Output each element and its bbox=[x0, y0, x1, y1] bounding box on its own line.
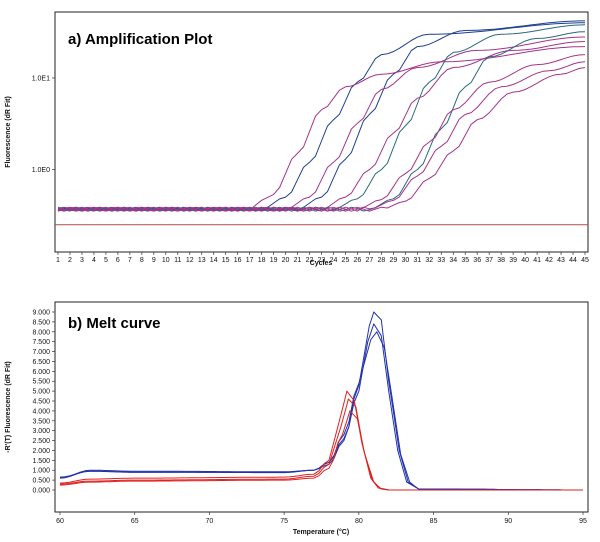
x-tick-label: 31 bbox=[413, 257, 421, 264]
x-tick-label: 32 bbox=[425, 257, 433, 264]
x-tick-label: 38 bbox=[497, 257, 505, 264]
melt-curve-frame bbox=[54, 301, 589, 513]
x-tick-label: 10 bbox=[162, 257, 170, 264]
x-tick-label: 6 bbox=[116, 257, 120, 264]
x-tick-label: 16 bbox=[234, 257, 242, 264]
x-tick-label: 60 bbox=[56, 518, 64, 525]
amplification-curve bbox=[57, 61, 586, 212]
melt-curve-panel: b) Melt curve Temperature (°C) -R'(T) Fl… bbox=[0, 290, 600, 542]
y-tick-label: 1.000 bbox=[32, 468, 50, 475]
y-tick-label: 0.000 bbox=[32, 488, 50, 495]
melt-curve-line bbox=[59, 331, 583, 491]
y-tick-label: 7.500 bbox=[32, 339, 50, 346]
x-tick-label: 30 bbox=[401, 257, 409, 264]
y-tick-label: 6.000 bbox=[32, 369, 50, 376]
x-tick-label: 23 bbox=[318, 257, 326, 264]
y-tick-label: 4.500 bbox=[32, 399, 50, 406]
x-tick-label: 22 bbox=[306, 257, 314, 264]
amplification-plot-panel: a) Amplification Plot Cycles Fluorescenc… bbox=[0, 0, 600, 270]
x-tick-label: 40 bbox=[521, 257, 529, 264]
y-tick-label: 4.000 bbox=[32, 408, 50, 415]
x-tick-label: 28 bbox=[377, 257, 385, 264]
x-tick-label: 14 bbox=[210, 257, 218, 264]
x-tick-label: 34 bbox=[449, 257, 457, 264]
x-tick-label: 95 bbox=[579, 518, 587, 525]
y-tick-label: 3.500 bbox=[32, 418, 50, 425]
y-tick-label: 9.000 bbox=[32, 310, 50, 317]
x-tick-label: 80 bbox=[355, 518, 363, 525]
x-tick-label: 37 bbox=[485, 257, 493, 264]
y-tick-label: 1.500 bbox=[32, 458, 50, 465]
amplification-plot-frame bbox=[54, 11, 589, 253]
x-tick-label: 41 bbox=[533, 257, 541, 264]
amplification-axis-ticks: 1 2 3 4 5 6 7 8 9 10 11 12 13 14 15 16 17 18 19 20 21 22 23 24 2… bbox=[32, 75, 589, 264]
x-tick-label: 20 bbox=[282, 257, 290, 264]
x-tick-label: 43 bbox=[557, 257, 565, 264]
x-tick-label: 35 bbox=[461, 257, 469, 264]
x-tick-label: 21 bbox=[294, 257, 302, 264]
x-tick-label: 11 bbox=[174, 257, 181, 264]
melt-y-axis-label: -R'(T) Fluorescence (dR Fit) bbox=[5, 361, 12, 453]
amplification-curve bbox=[57, 67, 586, 212]
x-tick-label: 7 bbox=[128, 257, 132, 264]
y-tick-label: 8.000 bbox=[32, 329, 50, 336]
x-tick-label: 19 bbox=[270, 257, 278, 264]
x-tick-label: 18 bbox=[258, 257, 266, 264]
y-tick-label: 8.500 bbox=[32, 319, 50, 326]
y-tick-label: 6.500 bbox=[32, 359, 50, 366]
y-tick-label: 1.0E1 bbox=[32, 75, 50, 82]
x-tick-label: 5 bbox=[104, 257, 108, 264]
x-tick-label: 12 bbox=[186, 257, 194, 264]
melt-axis-ticks: 60 65 70 75 80 85 90 95 0.000 0.500 1.000 1.500 2.00… bbox=[32, 310, 587, 526]
x-tick-label: 2 bbox=[68, 257, 72, 264]
x-tick-label: 15 bbox=[222, 257, 230, 264]
x-tick-label: 42 bbox=[545, 257, 553, 264]
amplification-plot-title: a) Amplification Plot bbox=[68, 31, 212, 48]
x-tick-label: 24 bbox=[330, 257, 338, 264]
x-tick-label: 8 bbox=[140, 257, 144, 264]
x-tick-label: 4 bbox=[92, 257, 96, 264]
melt-curve-line bbox=[59, 410, 583, 491]
y-tick-label: 2.000 bbox=[32, 448, 50, 455]
x-tick-label: 90 bbox=[504, 518, 512, 525]
x-tick-label: 85 bbox=[430, 518, 438, 525]
x-tick-label: 3 bbox=[80, 257, 84, 264]
melt-x-axis-label: Temperature (°C) bbox=[293, 528, 349, 536]
amplification-y-axis-label: Fluorescence (dR Fit) bbox=[5, 96, 12, 168]
amplification-plot-chart: a) Amplification Plot Cycles Fluorescenc… bbox=[5, 11, 589, 267]
melt-curves bbox=[59, 311, 583, 491]
x-tick-label: 9 bbox=[152, 257, 156, 264]
x-tick-label: 33 bbox=[437, 257, 445, 264]
amplification-x-axis-label: Cycles bbox=[310, 260, 333, 267]
x-tick-label: 1 bbox=[56, 257, 60, 264]
amplification-curve bbox=[57, 54, 586, 212]
y-tick-label: 0.500 bbox=[32, 478, 50, 485]
y-tick-label: 7.000 bbox=[32, 349, 50, 356]
amplification-curves bbox=[55, 20, 588, 226]
y-tick-label: 3.000 bbox=[32, 428, 50, 435]
y-tick-label: 5.000 bbox=[32, 389, 50, 396]
melt-curve-chart: b) Melt curve Temperature (°C) -R'(T) Fl… bbox=[5, 301, 589, 536]
x-tick-label: 26 bbox=[354, 257, 362, 264]
x-tick-label: 13 bbox=[198, 257, 206, 264]
x-tick-label: 39 bbox=[509, 257, 517, 264]
x-tick-label: 17 bbox=[246, 257, 254, 264]
x-tick-label: 65 bbox=[131, 518, 139, 525]
x-tick-label: 70 bbox=[206, 518, 214, 525]
x-tick-label: 75 bbox=[280, 518, 288, 525]
x-tick-label: 44 bbox=[569, 257, 577, 264]
y-tick-label: 2.500 bbox=[32, 438, 50, 445]
x-tick-label: 29 bbox=[389, 257, 397, 264]
x-tick-label: 27 bbox=[366, 257, 374, 264]
x-tick-label: 25 bbox=[342, 257, 350, 264]
x-tick-label: 45 bbox=[581, 257, 589, 264]
melt-curve-title: b) Melt curve bbox=[68, 315, 161, 332]
y-tick-label: 5.500 bbox=[32, 379, 50, 386]
x-tick-label: 36 bbox=[473, 257, 481, 264]
y-tick-label: 1.0E0 bbox=[32, 167, 50, 174]
